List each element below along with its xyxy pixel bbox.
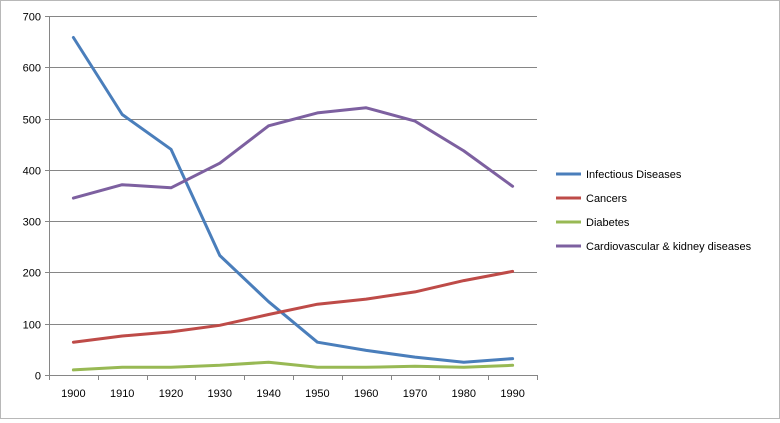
x-tick-label: 1960 bbox=[354, 388, 378, 400]
data-point bbox=[365, 297, 368, 301]
x-tick-label: 1990 bbox=[500, 388, 524, 400]
data-point bbox=[169, 366, 173, 369]
x-tick-label: 1950 bbox=[305, 388, 329, 400]
series-line bbox=[71, 36, 515, 364]
y-tick-label: 0 bbox=[35, 371, 41, 383]
legend: Infectious Diseases Cancers Diabetes Cardio… bbox=[556, 169, 752, 253]
data-point bbox=[121, 366, 124, 369]
x-tick-label: 1920 bbox=[159, 388, 183, 400]
gridlines bbox=[49, 16, 537, 325]
data-point bbox=[267, 313, 270, 316]
legend-label: Diabetes bbox=[586, 217, 630, 229]
data-point bbox=[365, 349, 368, 352]
data-point bbox=[511, 270, 514, 273]
data-point bbox=[169, 148, 173, 151]
data-point bbox=[169, 330, 173, 334]
data-point bbox=[218, 161, 221, 165]
data-point bbox=[72, 196, 75, 200]
data-point bbox=[72, 340, 75, 344]
data-point bbox=[267, 300, 270, 303]
data-point bbox=[169, 186, 173, 190]
data-point bbox=[413, 355, 417, 359]
data-point bbox=[462, 149, 465, 153]
data-point bbox=[316, 366, 319, 369]
x-tick-label: 1900 bbox=[61, 388, 85, 400]
legend-label: Cardiovascular & kidney diseases bbox=[586, 241, 752, 253]
data-point bbox=[218, 364, 221, 367]
y-tick-label: 700 bbox=[23, 12, 41, 24]
data-point bbox=[267, 360, 270, 364]
data-point bbox=[267, 124, 270, 127]
series-line bbox=[71, 269, 515, 344]
x-tick-label: 1980 bbox=[452, 388, 476, 400]
data-point bbox=[316, 111, 319, 115]
y-tick-label: 400 bbox=[23, 166, 41, 178]
data-point bbox=[72, 368, 75, 372]
data-point bbox=[121, 334, 124, 338]
x-tick-label: 1930 bbox=[208, 388, 232, 400]
data-point bbox=[316, 303, 319, 306]
y-tick-label: 600 bbox=[23, 63, 41, 75]
data-point bbox=[365, 106, 368, 110]
legend-label: Infectious Diseases bbox=[586, 169, 682, 181]
data-point bbox=[121, 113, 124, 116]
x-tick-label: 1940 bbox=[256, 388, 280, 400]
data-point bbox=[413, 365, 417, 368]
data-point bbox=[413, 290, 417, 294]
axes bbox=[45, 16, 538, 380]
legend-label: Cancers bbox=[586, 193, 627, 205]
x-axis-tick-labels: 1900 1910 1920 1930 1940 1950 1960 1970 1980 1990 bbox=[61, 388, 525, 400]
y-tick-label: 500 bbox=[23, 115, 41, 127]
data-point bbox=[462, 360, 465, 364]
data-point bbox=[462, 279, 465, 282]
data-point bbox=[365, 366, 368, 369]
series-line bbox=[71, 360, 515, 372]
data-point bbox=[72, 36, 75, 39]
data-point bbox=[413, 119, 417, 123]
data-point bbox=[121, 183, 124, 186]
x-tick-label: 1970 bbox=[403, 388, 427, 400]
data-point bbox=[511, 185, 514, 188]
y-axis-tick-labels: 0 100 200 300 400 500 600 700 bbox=[23, 12, 41, 383]
data-point bbox=[462, 366, 465, 369]
data-point bbox=[218, 254, 221, 257]
y-tick-label: 100 bbox=[23, 320, 41, 332]
series-line bbox=[71, 106, 515, 200]
y-tick-label: 200 bbox=[23, 268, 41, 280]
series-lines bbox=[71, 36, 515, 372]
data-point bbox=[316, 340, 319, 344]
data-point bbox=[218, 324, 221, 327]
data-point bbox=[511, 364, 514, 367]
y-tick-label: 300 bbox=[23, 217, 41, 229]
x-tick-label: 1910 bbox=[110, 388, 134, 400]
data-point bbox=[511, 357, 514, 360]
